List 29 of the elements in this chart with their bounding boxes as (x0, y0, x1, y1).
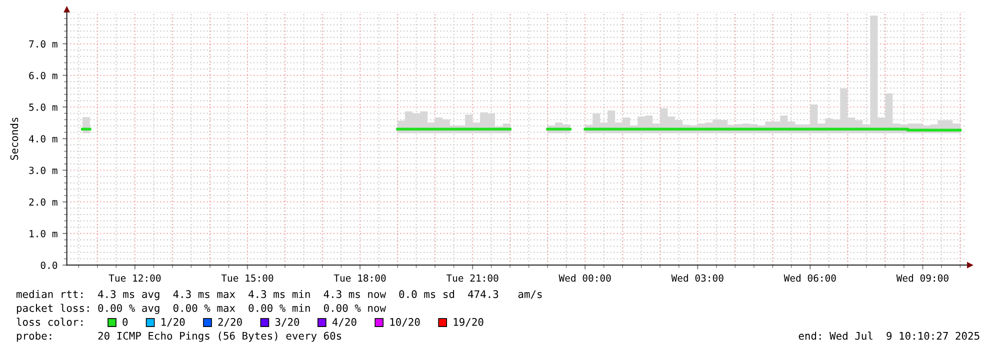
text: packet loss: 0.00 % avg 0.00 % max 0.00 % min 0.00 % now (16, 304, 386, 314)
x-tick-label: Tue 12:00 (108, 274, 161, 282)
legend-label: 3/20 (275, 318, 300, 327)
x-tick-label: Wed 00:00 (558, 274, 611, 282)
x-tick-label: Wed 06:00 (784, 274, 836, 282)
legend-label: 2/20 (218, 318, 242, 327)
legend-label: 4/20 (332, 318, 356, 327)
y-tick-label: 0.0 (40, 262, 58, 269)
y-tick-label: 4.0 m (28, 135, 58, 142)
legend-label: 1/20 (162, 318, 185, 327)
legend-label: 0 (122, 318, 128, 326)
y-tick-label: 2.0 m (29, 198, 58, 206)
x-tick-label: Tue 18:00 (334, 274, 386, 282)
x-tick-label: Wed 03:00 (671, 274, 724, 282)
y-tick-label: 3.0 m (29, 166, 58, 174)
legend-label: 10/20 (390, 318, 420, 327)
x-tick-label: Tue 15:00 (221, 274, 274, 282)
y-tick-label: 1.0 m (30, 230, 58, 238)
y-tick-label: 7.0 m (29, 40, 58, 48)
y-tick-label: 5.0 m (29, 104, 58, 111)
x-tick-label: Tue 21:00 (446, 274, 498, 282)
y-axis-title: Seconds (10, 118, 18, 160)
text: probe: 20 ICMP Echo Pings (56 Bytes) every 60s (16, 332, 342, 342)
text: end: Wed Jul 9 10:10:27 2025 (798, 332, 980, 340)
text: median rtt: 4.3 ms avg 4.3 ms max 4.3 ms min 4.3 ms now 0.0 ms sd 474.3 am/s (16, 290, 542, 300)
y-tick-label: 6.0 m (29, 72, 58, 80)
legend-label: 19/20 (454, 318, 484, 327)
legend-title: loss color: (16, 318, 82, 326)
x-tick-label: Wed 09:00 (896, 274, 948, 282)
